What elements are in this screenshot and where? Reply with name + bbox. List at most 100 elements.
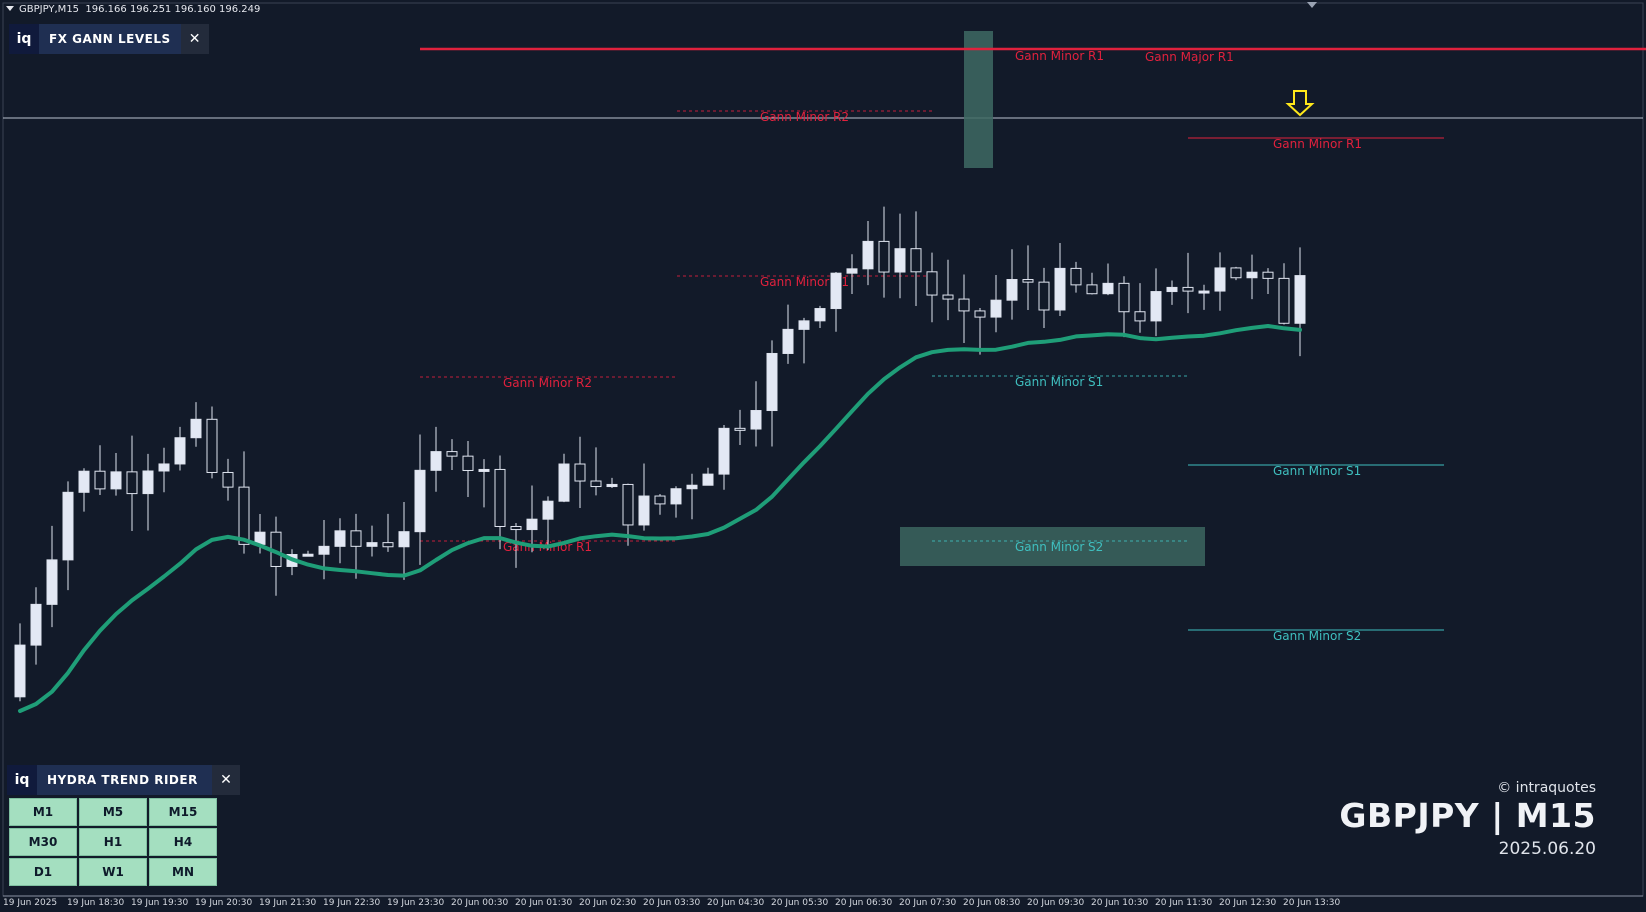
bear-candle: [126, 471, 138, 495]
time-axis-label: 20 Jun 08:30: [963, 898, 1021, 908]
bull-candle: [670, 488, 682, 505]
bull-candle: [190, 418, 202, 439]
time-axis-label: 20 Jun 05:30: [771, 898, 829, 908]
bull-candle: [174, 437, 186, 465]
timeframe-button-m5[interactable]: M5: [79, 798, 147, 826]
bear-candle: [958, 298, 970, 312]
bull-candle: [702, 473, 714, 486]
bull-candle: [1246, 271, 1258, 279]
sell-signal-arrow-icon: [1285, 90, 1315, 117]
close-icon[interactable]: ✕: [180, 24, 209, 54]
bull-candle: [142, 470, 154, 495]
timeframe-button-mn[interactable]: MN: [149, 858, 217, 886]
bull-candle: [1294, 275, 1306, 324]
bull-candle: [814, 308, 826, 322]
bull-candle: [1102, 282, 1114, 295]
timeframe-button-m15[interactable]: M15: [149, 798, 217, 826]
time-axis-label: 19 Jun 22:30: [323, 898, 381, 908]
bear-candle: [462, 455, 474, 471]
bull-candle: [830, 272, 842, 310]
bull-candle: [750, 410, 762, 430]
bull-candle: [766, 352, 778, 412]
time-axis-label: 20 Jun 03:30: [643, 898, 701, 908]
bull-candle: [782, 328, 794, 354]
bear-candle: [1118, 282, 1130, 313]
bear-candle: [350, 530, 362, 547]
time-axis-label: 20 Jun 06:30: [835, 898, 893, 908]
time-axis-label: 19 Jun 20:30: [195, 898, 253, 908]
bull-candle: [990, 299, 1002, 318]
bear-candle: [382, 542, 394, 548]
timeframe-button-m30[interactable]: M30: [9, 828, 77, 856]
bear-candle: [1182, 286, 1194, 292]
bull-candle: [894, 248, 906, 273]
iq-logo: iq: [9, 24, 39, 54]
bull-candle: [366, 542, 378, 547]
time-axis-label: 20 Jun 04:30: [707, 898, 765, 908]
bull-candle: [30, 603, 42, 646]
gann-level-label: Gann Minor S1: [1273, 464, 1361, 478]
bear-candle: [1230, 267, 1242, 279]
time-axis-label: 19 Jun 2025: [3, 898, 58, 908]
bull-candle: [1214, 267, 1226, 292]
bear-candle: [574, 463, 586, 482]
bear-candle: [1070, 267, 1082, 286]
timeframe-button-m1[interactable]: M1: [9, 798, 77, 826]
bull-candle: [1006, 279, 1018, 301]
gann-level-label: Gann Minor R1: [1015, 49, 1104, 63]
bull-candle: [638, 495, 650, 526]
time-axis-label: 20 Jun 13:30: [1283, 898, 1341, 908]
brand-copyright: © intraquotes: [1497, 780, 1596, 796]
bear-candle: [622, 483, 634, 526]
bull-candle: [606, 483, 618, 488]
gann-level-label: Gann Minor R1: [760, 275, 849, 289]
time-axis-label: 20 Jun 10:30: [1091, 898, 1149, 908]
bear-candle: [734, 427, 746, 431]
timeframe-button-h1[interactable]: H1: [79, 828, 147, 856]
hydra-trend-line: [18, 324, 1302, 713]
bear-candle: [1022, 279, 1034, 283]
bull-candle: [302, 553, 314, 557]
time-axis-label: 20 Jun 02:30: [579, 898, 637, 908]
bull-candle: [558, 463, 570, 502]
symbol-timeframe: GBPJPY,M15: [19, 4, 80, 15]
time-axis-label: 20 Jun 11:30: [1155, 898, 1213, 908]
timeframe-button-h4[interactable]: H4: [149, 828, 217, 856]
close-icon[interactable]: ✕: [212, 765, 240, 795]
time-axis-label: 19 Jun 21:30: [259, 898, 317, 908]
bear-candle: [590, 480, 602, 488]
bull-candle: [334, 530, 346, 547]
bull-candle: [1166, 286, 1178, 293]
bear-candle: [1086, 284, 1098, 295]
timeframe-button-d1[interactable]: D1: [9, 858, 77, 886]
bull-candle: [78, 470, 90, 493]
timeframe-button-w1[interactable]: W1: [79, 858, 147, 886]
bear-candle: [942, 294, 954, 300]
time-axis-label: 20 Jun 09:30: [1027, 898, 1085, 908]
bull-candle: [46, 559, 58, 605]
chart-menu-caret-icon[interactable]: [6, 6, 14, 11]
bull-candle: [542, 500, 554, 520]
rejection-zone-top: [964, 31, 993, 168]
bull-candle: [318, 545, 330, 555]
timeframe-grid: M1 M5 M15 M30 H1 H4 D1 W1 MN: [9, 798, 217, 886]
bull-candle: [798, 320, 810, 330]
time-axis-label: 20 Jun 12:30: [1219, 898, 1277, 908]
bull-candle: [862, 240, 874, 270]
time-axis-label: 19 Jun 23:30: [387, 898, 445, 908]
gann-levels-panel: iq FX GANN LEVELS ✕: [9, 24, 209, 54]
bull-candle: [14, 644, 26, 698]
bear-candle: [878, 240, 890, 273]
scroll-marker-icon: [1307, 2, 1317, 8]
bull-candle: [62, 491, 74, 561]
gann-level-label: Gann Minor R2: [503, 376, 592, 390]
bull-candle: [478, 468, 490, 472]
time-axis-label: 19 Jun 18:30: [67, 898, 125, 908]
bull-candle: [430, 451, 442, 471]
bear-candle: [446, 451, 458, 457]
bull-candle: [718, 427, 730, 475]
bear-candle: [494, 468, 506, 527]
bull-candle: [158, 463, 170, 472]
bull-candle: [846, 268, 858, 274]
